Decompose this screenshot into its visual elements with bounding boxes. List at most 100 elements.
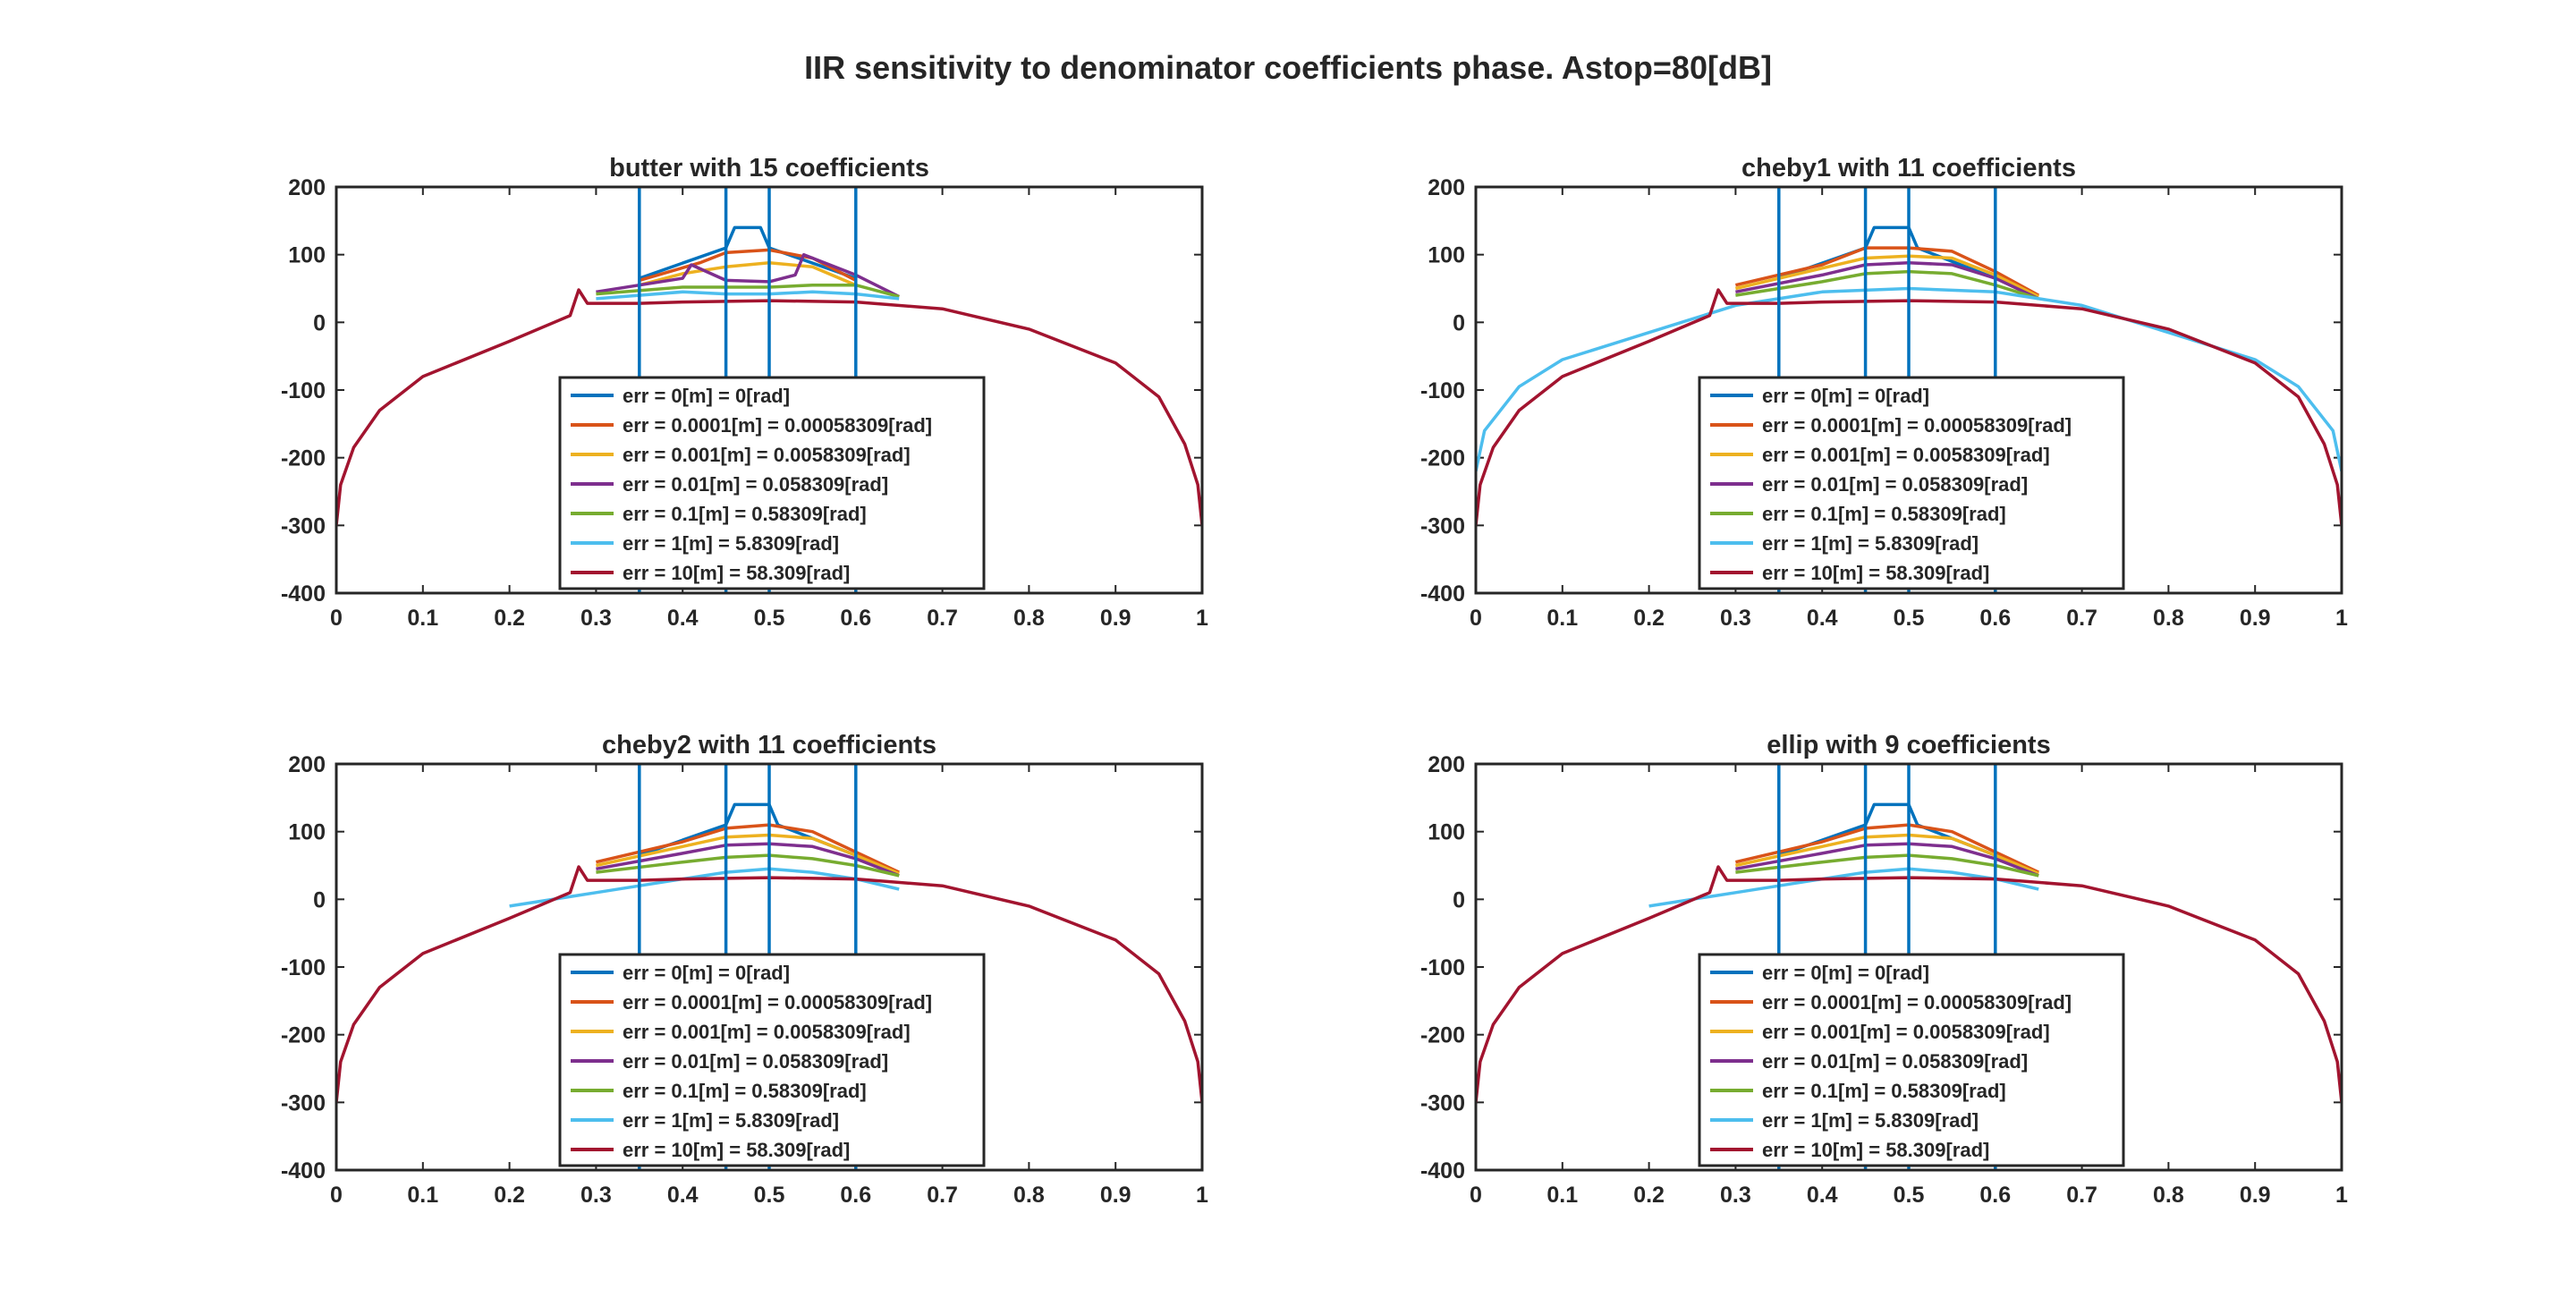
series-line-3 [639, 260, 857, 287]
x-tick-label: 0.4 [667, 1183, 699, 1208]
y-tick-label: 200 [1428, 752, 1465, 777]
x-tick-label: 0.1 [407, 1183, 438, 1208]
x-tick-label: 0.3 [580, 1183, 612, 1208]
x-tick-label: 1 [2335, 1183, 2348, 1208]
series-line-7 [336, 865, 1202, 1103]
legend-label: err = 0.01[m] = 0.058309[rad] [1762, 473, 2028, 496]
x-tick-label: 0.8 [1013, 606, 1045, 631]
series-line-7 [1476, 288, 2342, 526]
y-tick-label: -400 [281, 581, 326, 607]
legend-label: err = 0[m] = 0[rad] [1762, 385, 1929, 407]
x-tick-label: 0.5 [754, 1183, 785, 1208]
legend-label: err = 0.1[m] = 0.58309[rad] [623, 1080, 867, 1102]
x-tick-label: 0.2 [1633, 1183, 1665, 1208]
x-tick-label: 0 [1470, 1183, 1482, 1208]
x-tick-label: 0.2 [494, 1183, 525, 1208]
x-tick-label: 0.5 [754, 606, 785, 631]
legend: err = 0[m] = 0[rad] err = 0.0001[m] = 0.0… [1698, 376, 2125, 590]
legend-label: err = 0.01[m] = 0.058309[rad] [1762, 1050, 2028, 1073]
legend-label: err = 10[m] = 58.309[rad] [1762, 562, 1989, 584]
x-tick-label: 0.7 [927, 606, 958, 631]
figure-title: IIR sensitivity to denominator coefficie… [804, 49, 1772, 86]
series-line-1 [1778, 802, 1996, 857]
y-tick-label: -300 [281, 513, 326, 539]
legend-box [1698, 376, 2125, 590]
legend-label: err = 0.001[m] = 0.0058309[rad] [1762, 444, 2050, 466]
y-tick-label: 0 [313, 310, 326, 335]
x-tick-label: 0.2 [1633, 606, 1665, 631]
subplot-4: ellip with 9 coefficients 0 0.1 0.2 0.3 0.4 0.… [1420, 731, 2348, 1208]
y-tick-label: 0 [1453, 887, 1465, 912]
x-tick-label: 0 [1470, 606, 1482, 631]
y-tick-label: 0 [1453, 310, 1465, 335]
y-tick-label: 100 [1428, 820, 1465, 845]
x-tick-label: 0.2 [494, 606, 525, 631]
x-tick-label: 0.8 [2153, 606, 2184, 631]
y-tick-label: -100 [1420, 955, 1465, 980]
x-tick-label: 0 [330, 1183, 343, 1208]
x-tick-label: 0.1 [1546, 606, 1578, 631]
legend-label: err = 0.001[m] = 0.0058309[rad] [1762, 1021, 2050, 1043]
y-tick-label: 200 [288, 175, 326, 200]
legend-label: err = 0[m] = 0[rad] [623, 385, 790, 407]
legend-label: err = 0.01[m] = 0.058309[rad] [623, 1050, 888, 1073]
y-tick-label: -400 [281, 1158, 326, 1183]
subplot-title: butter with 15 coefficients [609, 154, 929, 182]
legend-label: err = 0.01[m] = 0.058309[rad] [623, 473, 888, 496]
x-tick-label: 0.9 [1100, 606, 1131, 631]
y-tick-label: 200 [288, 752, 326, 777]
y-tick-label: -400 [1420, 1158, 1465, 1183]
legend-label: err = 0.1[m] = 0.58309[rad] [1762, 1080, 2006, 1102]
legend-label: err = 0.1[m] = 0.58309[rad] [623, 503, 867, 525]
y-tick-label: 0 [313, 887, 326, 912]
x-tick-label: 0 [330, 606, 343, 631]
legend-label: err = 0.001[m] = 0.0058309[rad] [623, 1021, 911, 1043]
x-tick-label: 0.3 [580, 606, 612, 631]
legend-label: err = 1[m] = 5.8309[rad] [1762, 1109, 1979, 1132]
x-tick-label: 0.4 [667, 606, 699, 631]
x-tick-label: 0.6 [840, 1183, 871, 1208]
legend-label: err = 0.0001[m] = 0.00058309[rad] [1762, 991, 2072, 1014]
x-tick-label: 0.8 [2153, 1183, 2184, 1208]
legend-label: err = 0.0001[m] = 0.00058309[rad] [623, 414, 932, 437]
y-tick-label: -200 [1420, 446, 1465, 471]
x-tick-label: 0.6 [1979, 606, 2011, 631]
legend-label: err = 0.001[m] = 0.0058309[rad] [623, 444, 911, 466]
x-tick-label: 0.9 [2240, 606, 2271, 631]
y-tick-label: -100 [1420, 378, 1465, 403]
x-tick-label: 1 [1196, 606, 1208, 631]
legend-box [558, 953, 986, 1167]
x-tick-label: 0.7 [2066, 1183, 2097, 1208]
x-tick-label: 0.9 [2240, 1183, 2271, 1208]
legend-label: err = 1[m] = 5.8309[rad] [1762, 532, 1979, 555]
axes-box [335, 762, 1204, 1172]
legend-box [558, 376, 986, 590]
x-tick-label: 0.1 [1546, 1183, 1578, 1208]
y-tick-label: 100 [288, 820, 326, 845]
series-line-1 [639, 802, 857, 857]
legend-box [1698, 953, 2125, 1167]
y-tick-label: -100 [281, 378, 326, 403]
legend: err = 0[m] = 0[rad] err = 0.0001[m] = 0.0… [558, 376, 986, 590]
subplot-title: ellip with 9 coefficients [1767, 731, 2050, 759]
y-tick-label: 100 [1428, 243, 1465, 268]
legend-label: err = 1[m] = 5.8309[rad] [623, 1109, 839, 1132]
x-tick-label: 0.4 [1807, 606, 1838, 631]
x-tick-label: 0.6 [840, 606, 871, 631]
subplot-title: cheby1 with 11 coefficients [1741, 154, 2076, 182]
x-tick-label: 1 [1196, 1183, 1208, 1208]
legend-label: err = 10[m] = 58.309[rad] [1762, 1139, 1989, 1161]
x-tick-label: 1 [2335, 606, 2348, 631]
legend-label: err = 0[m] = 0[rad] [1762, 962, 1929, 984]
series-line-6 [596, 290, 900, 301]
x-tick-label: 0.9 [1100, 1183, 1131, 1208]
x-tick-label: 0.4 [1807, 1183, 1838, 1208]
subplot-2: cheby1 with 11 coefficients 0 0.1 0.2 0.3 0.4… [1420, 154, 2348, 631]
legend-label: err = 0.1[m] = 0.58309[rad] [1762, 503, 2006, 525]
x-tick-label: 0.3 [1720, 1183, 1751, 1208]
legend-label: err = 0.0001[m] = 0.00058309[rad] [1762, 414, 2072, 437]
y-tick-label: 200 [1428, 175, 1465, 200]
x-tick-label: 0.5 [1894, 606, 1925, 631]
axes-box [335, 185, 1204, 595]
